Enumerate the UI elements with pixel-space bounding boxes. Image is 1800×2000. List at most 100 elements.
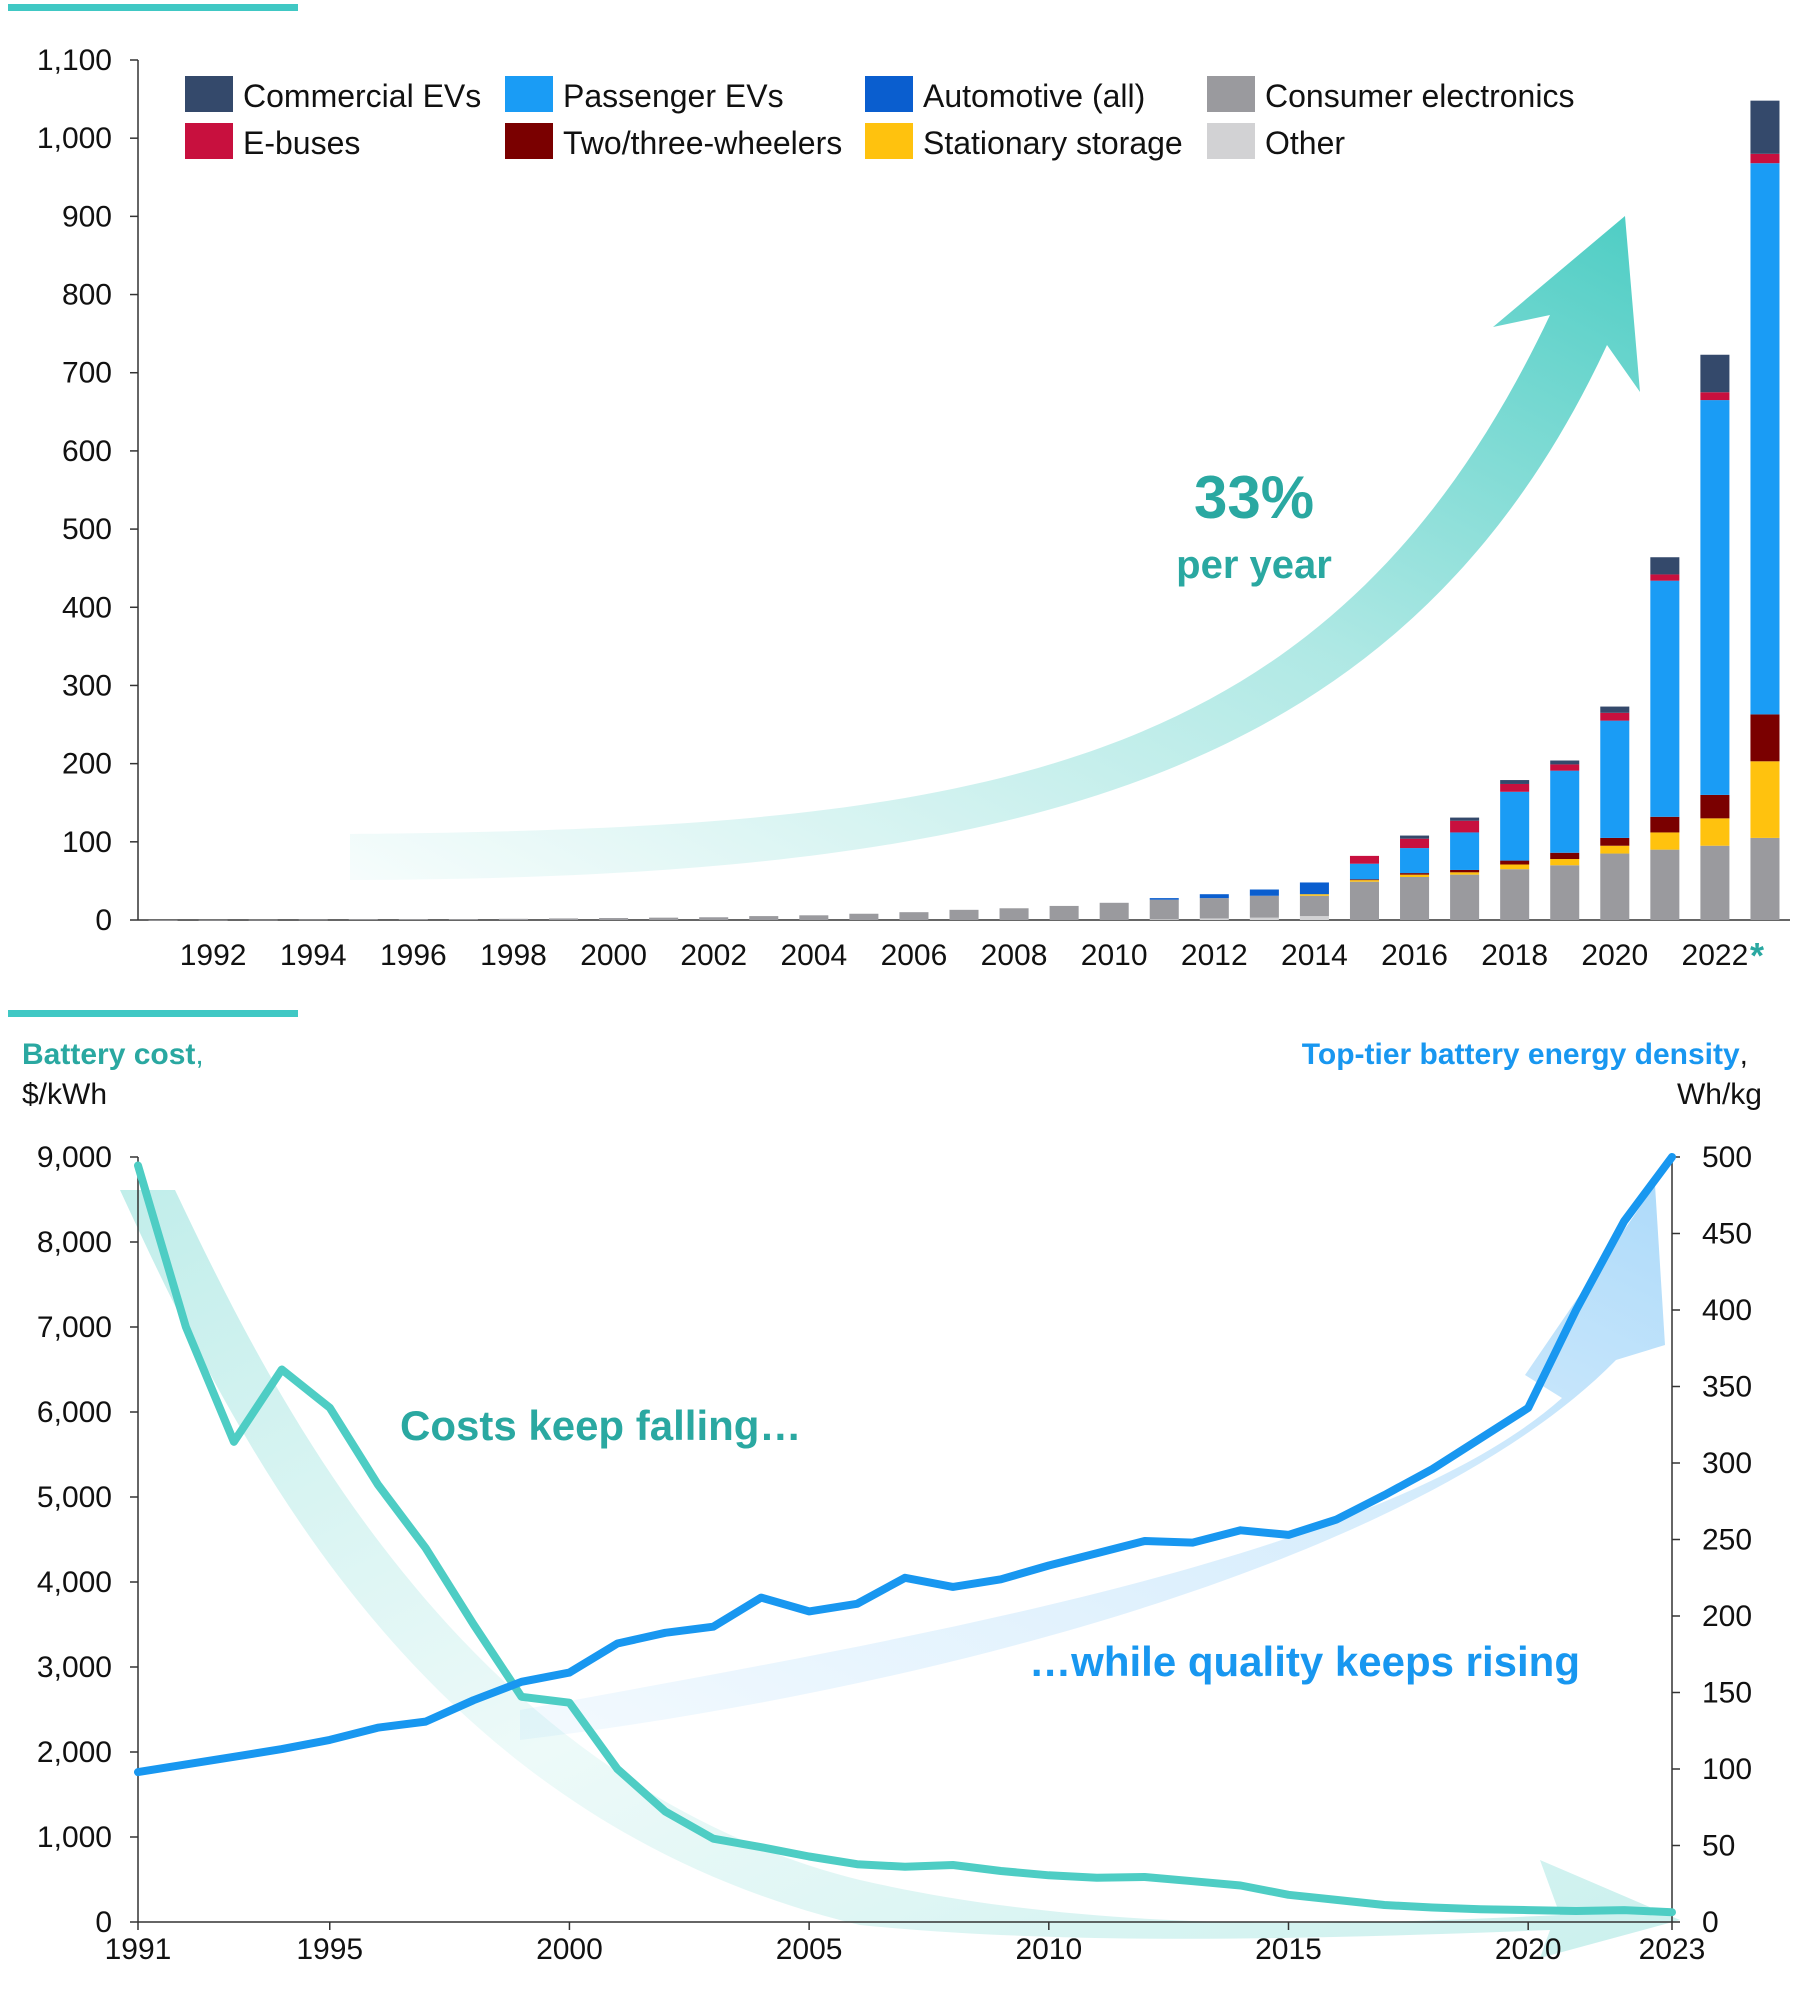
- legend-swatch: [185, 123, 233, 159]
- bar-segment-stationary-storage: [1400, 874, 1430, 877]
- x-tick-label: 2008: [981, 939, 1048, 972]
- bar-segment-stationary-storage: [1650, 832, 1680, 850]
- bar-segment-automotive-all: [1299, 882, 1329, 895]
- bar-segment-stationary-storage: [1700, 818, 1730, 846]
- bar-segment-e-buses: [1650, 574, 1680, 581]
- bar-segment-consumer-electronics: [799, 915, 829, 920]
- bar-segment-passenger-evs: [1700, 400, 1730, 795]
- legend-item: E-buses: [185, 123, 360, 161]
- bar-segment-two-three-wheelers: [1600, 837, 1630, 846]
- top-x-axis: 1992 1994 1996 1998 2000 2002 2004 2006 2008 2010…: [180, 935, 1764, 976]
- bottom-lines: [134, 1153, 1676, 1917]
- bar-segment-consumer-electronics: [1099, 902, 1129, 920]
- x-tick-label: 2010: [1015, 1933, 1082, 1966]
- right-tick-label: 0: [1702, 1906, 1719, 1939]
- bar-segment-e-buses: [1550, 764, 1580, 771]
- legend-label: Commercial EVs: [243, 78, 481, 114]
- bar-segment-consumer-electronics: [849, 913, 879, 920]
- right-tick-label: 400: [1702, 1294, 1752, 1327]
- bar-segment-e-buses: [1400, 838, 1430, 849]
- bar-segment-stationary-storage: [1349, 880, 1380, 882]
- top-chart: 0 100 200 300 400 500 600 700 800 900 1,000 1,100 1…: [37, 44, 1790, 976]
- bar-segment-passenger-evs: [1650, 580, 1680, 817]
- legend-label: Passenger EVs: [563, 78, 784, 114]
- energy-density-line: [134, 1153, 1676, 1777]
- bar-segment-consumer-electronics: [148, 919, 178, 921]
- legend-swatch: [505, 123, 553, 159]
- x-tick-label: 2002: [680, 939, 747, 972]
- bar-segment-consumer-electronics: [1349, 881, 1380, 920]
- bar-segment-automotive-all: [1249, 889, 1279, 896]
- right-tick-label: 500: [1702, 1141, 1752, 1174]
- legend-label: Two/three-wheelers: [563, 125, 842, 161]
- x-tick-label: 2000: [580, 939, 647, 972]
- bar-segment-consumer-electronics: [298, 919, 328, 921]
- legend-label: Stationary storage: [923, 125, 1183, 161]
- annotation-quality-rising: …while quality keeps rising: [1029, 1638, 1580, 1685]
- bar-segment-passenger-evs: [1450, 832, 1480, 870]
- legend-swatch: [1207, 123, 1255, 159]
- bar-segment-consumer-electronics: [1199, 898, 1229, 919]
- bar-segment-e-buses: [1450, 820, 1480, 833]
- bar-segment-automotive-all: [1149, 898, 1179, 900]
- legend-swatch: [505, 76, 553, 112]
- bar-segment-other: [1199, 918, 1229, 920]
- x-tick-label: 1998: [480, 939, 547, 972]
- bar-segment-consumer-electronics: [448, 919, 478, 920]
- right-axis-title: Top-tier battery energy density,: [1302, 1038, 1748, 1071]
- legend-item: Two/three-wheelers: [505, 123, 842, 161]
- bar-segment-consumer-electronics: [1700, 845, 1730, 920]
- bar-segment-consumer-electronics: [699, 917, 729, 920]
- bar-segment-passenger-evs: [1400, 848, 1430, 874]
- x-tick-label: 2005: [776, 1933, 843, 1966]
- bar-segment-two-three-wheelers: [1450, 869, 1480, 873]
- bar-segment-passenger-evs: [1550, 770, 1580, 853]
- y-tick-label: 600: [62, 435, 112, 468]
- bar-segment-two-three-wheelers: [1349, 879, 1380, 881]
- bar-segment-consumer-electronics: [599, 918, 629, 920]
- bar-segment-commercial-evs: [1750, 100, 1780, 154]
- bar-segment-commercial-evs: [1600, 706, 1630, 713]
- bar-segment-commercial-evs: [1400, 835, 1430, 839]
- left-tick-label: 4,000: [37, 1566, 112, 1599]
- legend: Commercial EVs Passenger EVs Automotive (a…: [185, 76, 1574, 161]
- x-tick-label: 2004: [780, 939, 847, 972]
- bottom-axes: 0 1,000 2,000 3,000 4,000 5,000 6,000 7,000 8,00…: [37, 1141, 1752, 1966]
- bottom-chart: Battery cost, $/kWh Top-tier battery ene…: [22, 1038, 1762, 1966]
- y-tick-label: 1,000: [37, 122, 112, 155]
- bar-segment-stationary-storage: [1600, 845, 1630, 854]
- bar-segment-two-three-wheelers: [1750, 714, 1780, 762]
- x-tick-label: 2000: [536, 1933, 603, 1966]
- bar-segment-consumer-electronics: [1049, 905, 1079, 920]
- bar-segment-stationary-storage: [1450, 872, 1480, 875]
- bar-segment-commercial-evs: [1650, 557, 1680, 575]
- bar-segment-consumer-electronics: [1400, 877, 1430, 920]
- left-tick-label: 8,000: [37, 1226, 112, 1259]
- bar-segment-consumer-electronics: [1650, 849, 1680, 920]
- legend-label: Consumer electronics: [1265, 78, 1574, 114]
- bar-segment-consumer-electronics: [1299, 895, 1329, 917]
- x-tick-label: 2023: [1639, 1933, 1706, 1966]
- bar-segment-two-three-wheelers: [1650, 816, 1680, 833]
- left-tick-label: 9,000: [37, 1141, 112, 1174]
- y-tick-label: 300: [62, 669, 112, 702]
- bar-segment-stationary-storage: [1299, 894, 1329, 896]
- bar-segment-passenger-evs: [1500, 791, 1530, 861]
- bar-segment-consumer-electronics: [1450, 874, 1480, 920]
- legend-swatch: [185, 76, 233, 112]
- growth-rate-value: 33%: [1194, 464, 1314, 531]
- bar-segment-consumer-electronics: [1750, 837, 1780, 920]
- left-tick-label: 5,000: [37, 1481, 112, 1514]
- bar-segment-consumer-electronics: [198, 919, 228, 921]
- bar-segment-e-buses: [1700, 392, 1730, 401]
- bar-segment-passenger-evs: [1600, 720, 1630, 838]
- bar-segment-e-buses: [1500, 783, 1530, 792]
- bar-segment-commercial-evs: [1550, 760, 1580, 765]
- right-tick-label: 350: [1702, 1371, 1752, 1404]
- battery-cost-line: [134, 1161, 1676, 1917]
- bar-segment-commercial-evs: [1700, 354, 1730, 393]
- x-tick-label: 1995: [296, 1933, 363, 1966]
- bar-segment-two-three-wheelers: [1550, 852, 1580, 860]
- accent-line-bottom: [8, 1010, 298, 1017]
